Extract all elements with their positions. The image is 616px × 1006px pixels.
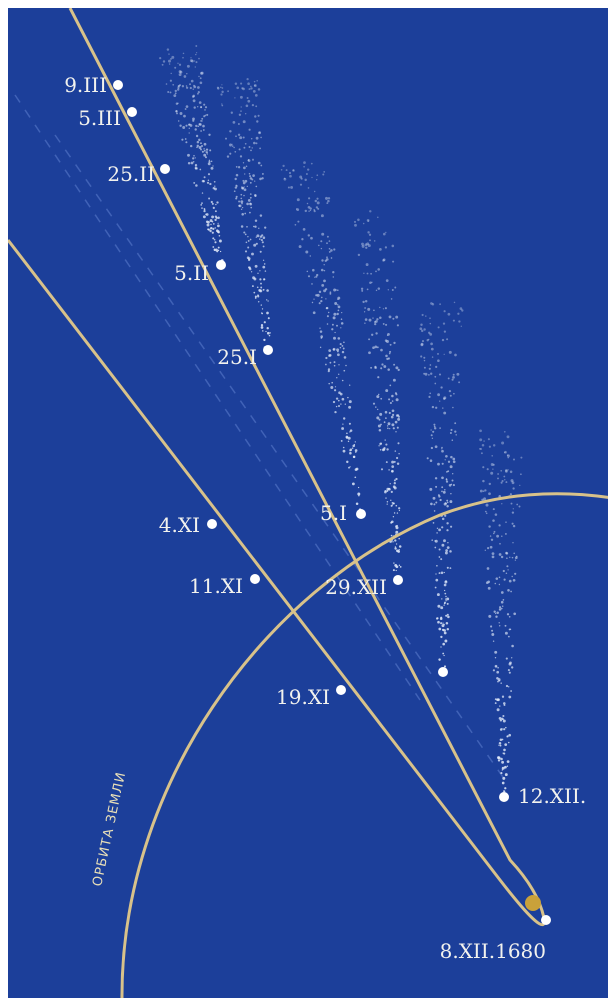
label-perihelion: 8.XII.1680 bbox=[440, 939, 546, 963]
label-25-i: 25.I bbox=[217, 345, 257, 369]
tail-base-dot bbox=[438, 667, 448, 677]
label-5-iii: 5.III bbox=[78, 106, 121, 130]
label-5-ii: 5.II bbox=[174, 261, 209, 285]
position-dot-25-ii bbox=[160, 164, 170, 174]
position-dot-5-iii bbox=[127, 107, 137, 117]
label-9-iii: 9.III bbox=[64, 73, 107, 97]
label-11-xi: 11.XI bbox=[189, 574, 243, 598]
position-dot-11-xi bbox=[250, 574, 260, 584]
position-dot-perihelion bbox=[541, 915, 551, 925]
label-19-xi: 19.XI bbox=[276, 685, 330, 709]
label-4-xi: 4.XI bbox=[159, 513, 200, 537]
label-12-xii: 12.XII. bbox=[518, 784, 586, 808]
label-5-i: 5.I bbox=[320, 501, 347, 525]
position-dot-5-ii bbox=[216, 260, 226, 270]
position-dot-4-xi bbox=[207, 519, 217, 529]
position-dot-25-i bbox=[263, 345, 273, 355]
label-29-xii: 29.XII bbox=[325, 575, 387, 599]
position-dot-29-xii bbox=[393, 575, 403, 585]
position-dot-19-xi bbox=[336, 685, 346, 695]
position-dot-9-iii bbox=[113, 80, 123, 90]
label-25-ii: 25.II bbox=[107, 162, 155, 186]
position-dot-5-i bbox=[356, 509, 366, 519]
sun-icon bbox=[525, 895, 541, 911]
position-dot-12-xii bbox=[499, 792, 509, 802]
